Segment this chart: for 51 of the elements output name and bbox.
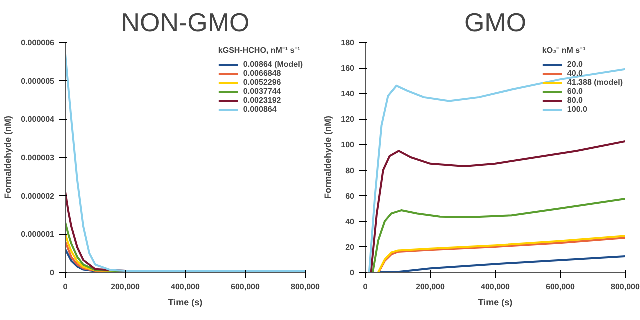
line-series: [370, 140, 626, 272]
y-tick-label: 0.000005: [21, 76, 56, 86]
x-axis-title: Time (s): [168, 298, 203, 308]
y-tick-label: 0: [350, 268, 356, 278]
legend-label: 0.0052296: [243, 78, 282, 87]
y-tick-label: 180: [341, 38, 356, 48]
x-tick-label: 200,000: [416, 282, 446, 292]
legend-label: 41.388 (model): [567, 78, 623, 87]
y-tick-label: 80: [346, 166, 356, 176]
legend-label: 40.0: [567, 69, 584, 78]
legend-label: 80.0: [567, 96, 584, 105]
chart-title: NON-GMO: [121, 8, 250, 38]
chart-title: GMO: [464, 8, 527, 38]
x-tick-label: 600,000: [546, 282, 576, 292]
y-tick-label: 0.000004: [21, 115, 56, 124]
y-tick-label: 0: [50, 268, 56, 278]
line-series: [372, 198, 626, 272]
y-tick-label: 0.000003: [21, 154, 56, 162]
x-tick-label: 800,000: [291, 282, 321, 292]
x-tick-label: 400,000: [481, 282, 511, 292]
y-tick-label: 20: [346, 242, 356, 252]
legend-label: 20.0: [567, 60, 584, 69]
legend-label: 0.0037744: [243, 87, 282, 96]
legend-title: kGSH-HCHO, nM⁻¹ s⁻¹: [218, 45, 302, 55]
x-tick-label: 0: [363, 282, 368, 292]
line-series: [378, 256, 626, 272]
x-axis-title: Time (s): [478, 298, 513, 308]
legend-label: 0.0023192: [243, 96, 282, 105]
y-tick-label: 160: [341, 64, 356, 74]
legend-label: 0.000864: [243, 105, 277, 114]
y-tick-label: 120: [341, 115, 356, 124]
y-tick-label: 60: [346, 192, 356, 201]
legend-label: 60.0: [567, 87, 584, 96]
x-tick-label: 400,000: [171, 282, 201, 292]
y-tick-label: 0.000006: [21, 38, 56, 48]
legend-title: kO₂⁻ nM s⁻¹: [542, 45, 587, 55]
legend-label: 100.0: [567, 105, 588, 114]
x-tick-label: 800,000: [611, 282, 640, 292]
legend-label: 0.0066848: [243, 69, 282, 78]
y-tick-label: 40: [346, 217, 356, 226]
y-tick-label: 0.000002: [21, 192, 56, 201]
x-tick-label: 200,000: [111, 282, 141, 292]
y-axis-title: Formaldehyde (nM): [323, 116, 334, 199]
y-axis-title: Formaldehyde (nM): [3, 116, 14, 199]
line-series: [368, 68, 626, 272]
y-tick-label: 0.000001: [21, 230, 56, 240]
x-tick-label: 0: [63, 282, 68, 292]
x-tick-label: 600,000: [231, 282, 261, 292]
y-tick-label: 100: [341, 140, 356, 150]
y-tick-label: 140: [341, 90, 356, 99]
legend-label: 0.00864 (Model): [243, 60, 303, 69]
